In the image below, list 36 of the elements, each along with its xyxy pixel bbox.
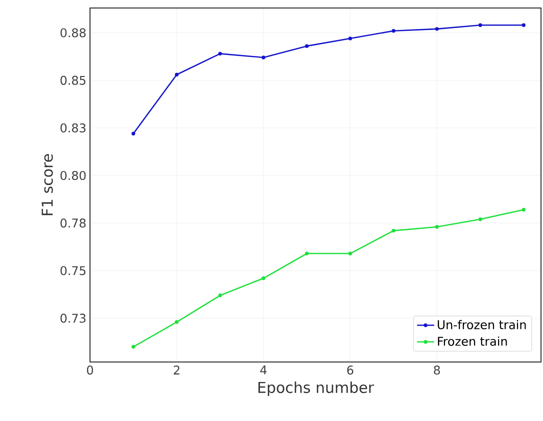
x-tick-label: 2	[174, 366, 180, 374]
y-tick-label: 0.83	[60, 123, 86, 132]
point	[304, 252, 309, 256]
point	[522, 208, 526, 212]
x-tick-label: 4	[260, 366, 267, 374]
legend-label: Frozen train	[438, 336, 507, 346]
legend-label: Un-frozen train	[438, 320, 526, 330]
point	[132, 132, 136, 136]
y-tick-label: 0.75	[60, 266, 86, 276]
point	[304, 44, 309, 48]
point	[522, 23, 526, 27]
point	[478, 217, 482, 222]
y-tick-label: 0.80	[60, 170, 86, 180]
y-tick-label: 0.85	[60, 76, 86, 85]
point	[435, 225, 439, 229]
x-tick-label: 8	[434, 366, 440, 375]
point	[174, 72, 179, 76]
y-tick-label: 0.73	[60, 314, 86, 323]
point	[218, 294, 222, 298]
point	[392, 228, 396, 233]
point	[392, 28, 396, 33]
point	[262, 56, 266, 60]
point	[435, 27, 439, 31]
point	[218, 52, 222, 56]
point	[348, 252, 352, 256]
y-tick-label: 0.88	[60, 28, 86, 38]
x-tick-label: 6	[347, 366, 354, 375]
point	[174, 320, 179, 324]
x-axis-title: Epochs number	[258, 381, 374, 396]
point	[348, 36, 352, 40]
point	[262, 276, 266, 280]
point	[132, 344, 136, 349]
y-axis-title: F1 score	[42, 154, 53, 216]
y-tick-label: 0.78	[60, 218, 86, 228]
point	[478, 23, 482, 27]
x-tick-label: 0	[86, 366, 94, 375]
